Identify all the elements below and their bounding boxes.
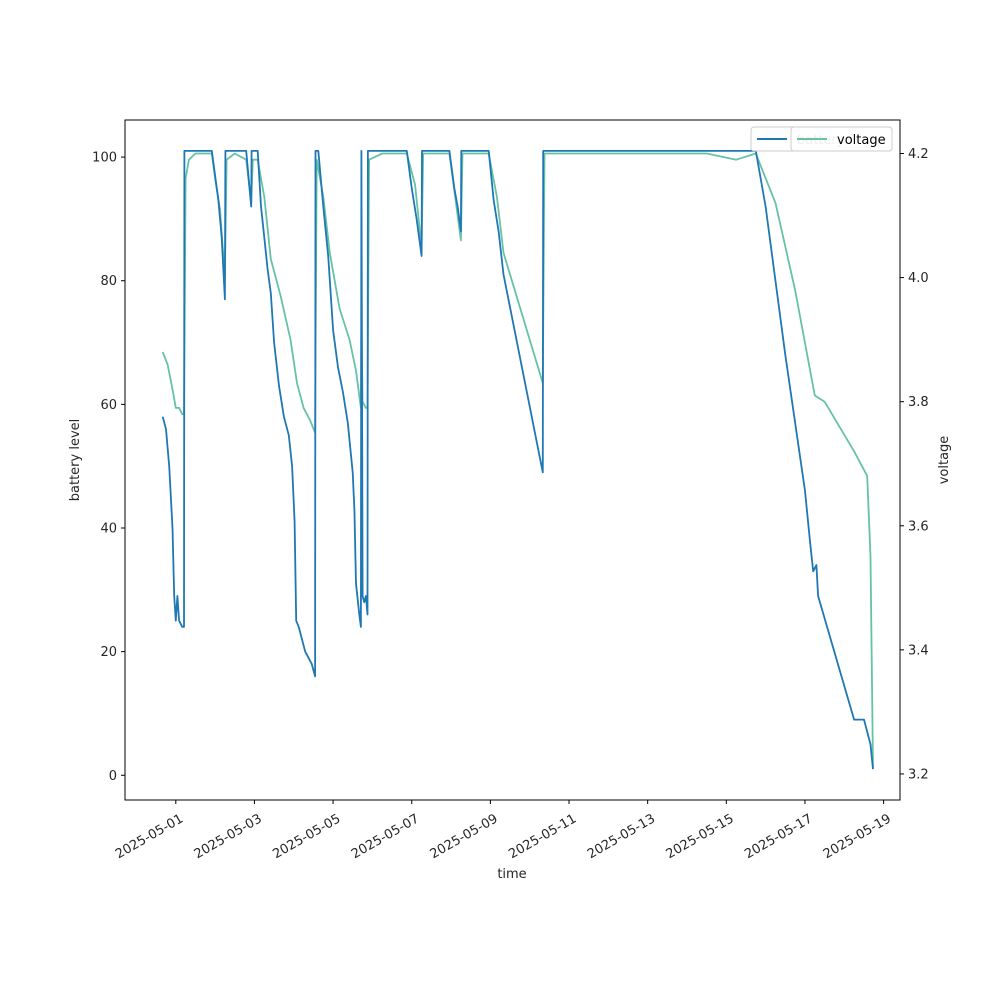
x-tick-label: 2025-05-05 (270, 811, 343, 862)
legend-voltage-label: voltage (837, 133, 886, 148)
y-tick-label: 40 (100, 522, 117, 537)
x-tick-label: 2025-05-11 (506, 811, 579, 862)
y-tick-label: 60 (100, 398, 117, 413)
x-axis-title: time (497, 867, 526, 882)
x-tick-label: 2025-05-17 (742, 811, 815, 862)
y2-tick-label: 3.2 (908, 767, 929, 782)
y-tick-label: 0 (109, 769, 117, 784)
y-tick-label: 80 (100, 274, 117, 289)
x-axis: 2025-05-01 2025-05-03 2025-05-05 2025-05-07… (113, 800, 894, 862)
plot-frame (124, 119, 901, 801)
y2-axis-title: voltage (937, 436, 952, 485)
y-tick-label: 20 (100, 645, 117, 660)
series-line-battery (161, 150, 874, 770)
legend-voltage-box (790, 126, 893, 152)
y2-tick-label: 3.4 (908, 643, 929, 658)
y-axis-title: battery level (68, 419, 83, 502)
x-tick-label: 2025-05-09 (428, 811, 501, 862)
y-axis-left: 0 20 40 60 80 100 (92, 151, 125, 784)
series-line-voltage (161, 152, 874, 768)
y2-tick-label: 4.0 (908, 271, 929, 286)
y-tick-label: 100 (92, 151, 117, 166)
y2-tick-label: 4.2 (908, 147, 929, 162)
legend-voltage: voltage (790, 126, 893, 152)
y2-tick-label: 3.6 (908, 519, 929, 534)
series-layer (161, 150, 874, 770)
x-tick-label: 2025-05-15 (664, 811, 737, 862)
x-tick-label: 2025-05-03 (192, 811, 265, 862)
x-tick-label: 2025-05-07 (349, 811, 422, 862)
x-tick-label: 2025-05-01 (113, 811, 186, 862)
x-tick-label: 2025-05-19 (821, 811, 894, 862)
x-tick-label: 2025-05-13 (585, 811, 658, 862)
y2-tick-label: 3.8 (908, 395, 929, 410)
y-axis-right: 3.2 3.4 3.6 3.8 4.0 4.2 (900, 147, 929, 782)
